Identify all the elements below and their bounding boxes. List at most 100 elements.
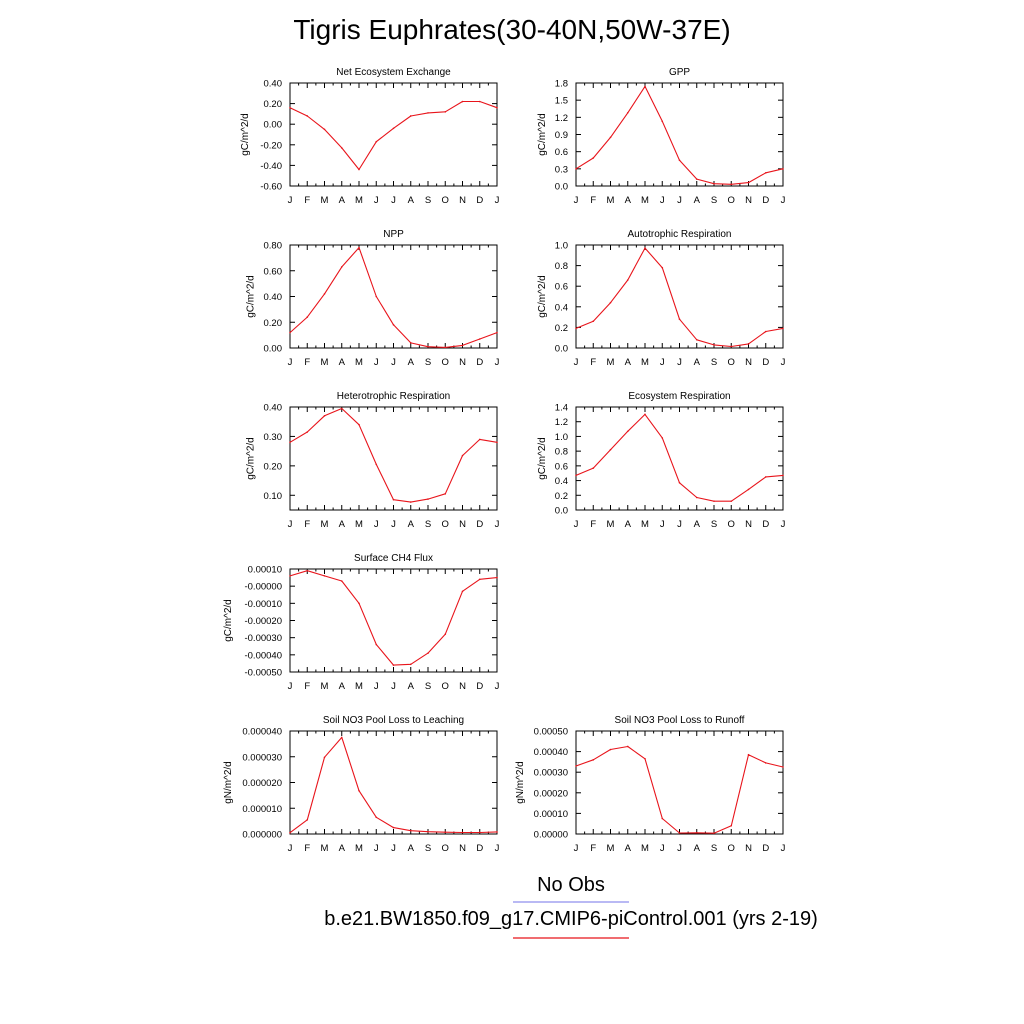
y-tick-label: -0.00030 — [244, 633, 282, 644]
x-tick-label: J — [660, 843, 665, 854]
plot-frame — [575, 244, 784, 349]
panel-title: Soil NO3 Pool Loss to Runoff — [615, 715, 745, 726]
y-tick-label: 0.80 — [264, 241, 283, 252]
x-tick-label: J — [660, 519, 665, 530]
x-tick-label: M — [641, 843, 649, 854]
y-tick-label: 0.10 — [264, 491, 283, 502]
x-tick-label: J — [574, 357, 579, 368]
x-tick-label: J — [288, 681, 293, 692]
x-tick-label: N — [459, 519, 466, 530]
y-tick-label: -0.00010 — [244, 599, 282, 610]
x-tick-label: F — [590, 843, 596, 854]
y-tick-label: 0.8 — [555, 261, 568, 272]
y-tick-label: -0.20 — [260, 140, 282, 151]
panel-title: Surface CH4 Flux — [354, 553, 433, 564]
y-tick-label: 0.0 — [555, 506, 568, 517]
x-tick-label: J — [288, 843, 293, 854]
x-tick-label: J — [781, 357, 786, 368]
y-tick-label: 1.5 — [555, 96, 568, 107]
x-tick-label: A — [408, 195, 415, 206]
x-tick-label: N — [745, 195, 752, 206]
y-tick-label: 0.00050 — [534, 727, 568, 738]
x-tick-label: D — [476, 843, 483, 854]
x-tick-label: F — [304, 195, 310, 206]
y-tick-label: -0.60 — [260, 182, 282, 193]
x-tick-label: J — [574, 195, 579, 206]
x-tick-label: D — [476, 195, 483, 206]
x-tick-label: J — [288, 519, 293, 530]
x-tick-label: M — [355, 843, 363, 854]
x-tick-label: S — [711, 519, 717, 530]
page-title: Tigris Euphrates(30-40N,50W-37E) — [293, 14, 731, 45]
x-tick-label: M — [607, 519, 615, 530]
plot-frame — [575, 730, 784, 835]
x-tick-label: O — [442, 681, 449, 692]
panel-title: GPP — [669, 67, 690, 78]
x-tick-label: J — [391, 195, 396, 206]
x-tick-label: S — [425, 357, 431, 368]
y-tick-label: 0.00020 — [534, 788, 568, 799]
plot-frame — [575, 82, 784, 187]
x-tick-label: A — [339, 519, 346, 530]
y-tick-label: 0.40 — [264, 292, 283, 303]
x-tick-label: A — [339, 681, 346, 692]
panel-title: Heterotrophic Respiration — [337, 391, 450, 402]
x-tick-label: M — [355, 681, 363, 692]
x-tick-label: J — [391, 519, 396, 530]
legend: No Obs b.e21.BW1850.f09_g17.CMIP6-piCont… — [324, 874, 818, 939]
y-tick-label: 0.000020 — [242, 778, 282, 789]
x-tick-label: M — [641, 195, 649, 206]
legend-model-label: b.e21.BW1850.f09_g17.CMIP6-piControl.001… — [324, 908, 818, 930]
x-tick-label: J — [495, 681, 500, 692]
x-tick-label: A — [694, 195, 701, 206]
x-tick-label: J — [374, 843, 379, 854]
x-tick-label: J — [781, 195, 786, 206]
x-tick-label: J — [288, 195, 293, 206]
x-tick-label: J — [660, 195, 665, 206]
x-tick-label: A — [408, 843, 415, 854]
plot-frame — [575, 406, 784, 511]
x-tick-label: D — [476, 519, 483, 530]
x-tick-label: J — [677, 519, 682, 530]
model-series-line — [575, 247, 784, 348]
x-tick-label: M — [355, 357, 363, 368]
y-tick-label: 1.0 — [555, 241, 568, 252]
x-tick-label: F — [304, 519, 310, 530]
y-tick-label: -0.00000 — [244, 582, 282, 593]
y-tick-label: 0.000040 — [242, 727, 282, 738]
x-tick-label: A — [694, 357, 701, 368]
y-tick-label: 0.3 — [555, 164, 568, 175]
y-tick-label: 0.40 — [264, 403, 283, 414]
x-tick-label: S — [425, 519, 431, 530]
x-tick-label: O — [442, 357, 449, 368]
y-axis-label: gC/m^2/d — [537, 437, 548, 480]
x-tick-label: N — [459, 681, 466, 692]
panel-title: Autotrophic Respiration — [628, 229, 732, 240]
x-tick-label: D — [762, 357, 769, 368]
x-tick-label: M — [321, 195, 329, 206]
x-tick-label: J — [495, 357, 500, 368]
x-tick-label: D — [476, 357, 483, 368]
y-tick-label: 0.000000 — [242, 830, 282, 841]
y-tick-label: 0.6 — [555, 147, 568, 158]
x-tick-label: J — [495, 195, 500, 206]
y-tick-label: 0.00040 — [534, 747, 568, 758]
x-tick-label: J — [677, 843, 682, 854]
x-tick-label: N — [745, 357, 752, 368]
legend-obs-label: No Obs — [537, 874, 605, 896]
y-tick-label: 0.00 — [264, 120, 283, 131]
y-tick-label: 1.2 — [555, 417, 568, 428]
y-tick-label: 0.2 — [555, 491, 568, 502]
y-axis-label: gC/m^2/d — [537, 275, 548, 318]
model-series-line — [575, 85, 784, 185]
y-tick-label: 0.00030 — [534, 768, 568, 779]
x-tick-label: N — [745, 843, 752, 854]
plot-frame — [289, 82, 498, 187]
